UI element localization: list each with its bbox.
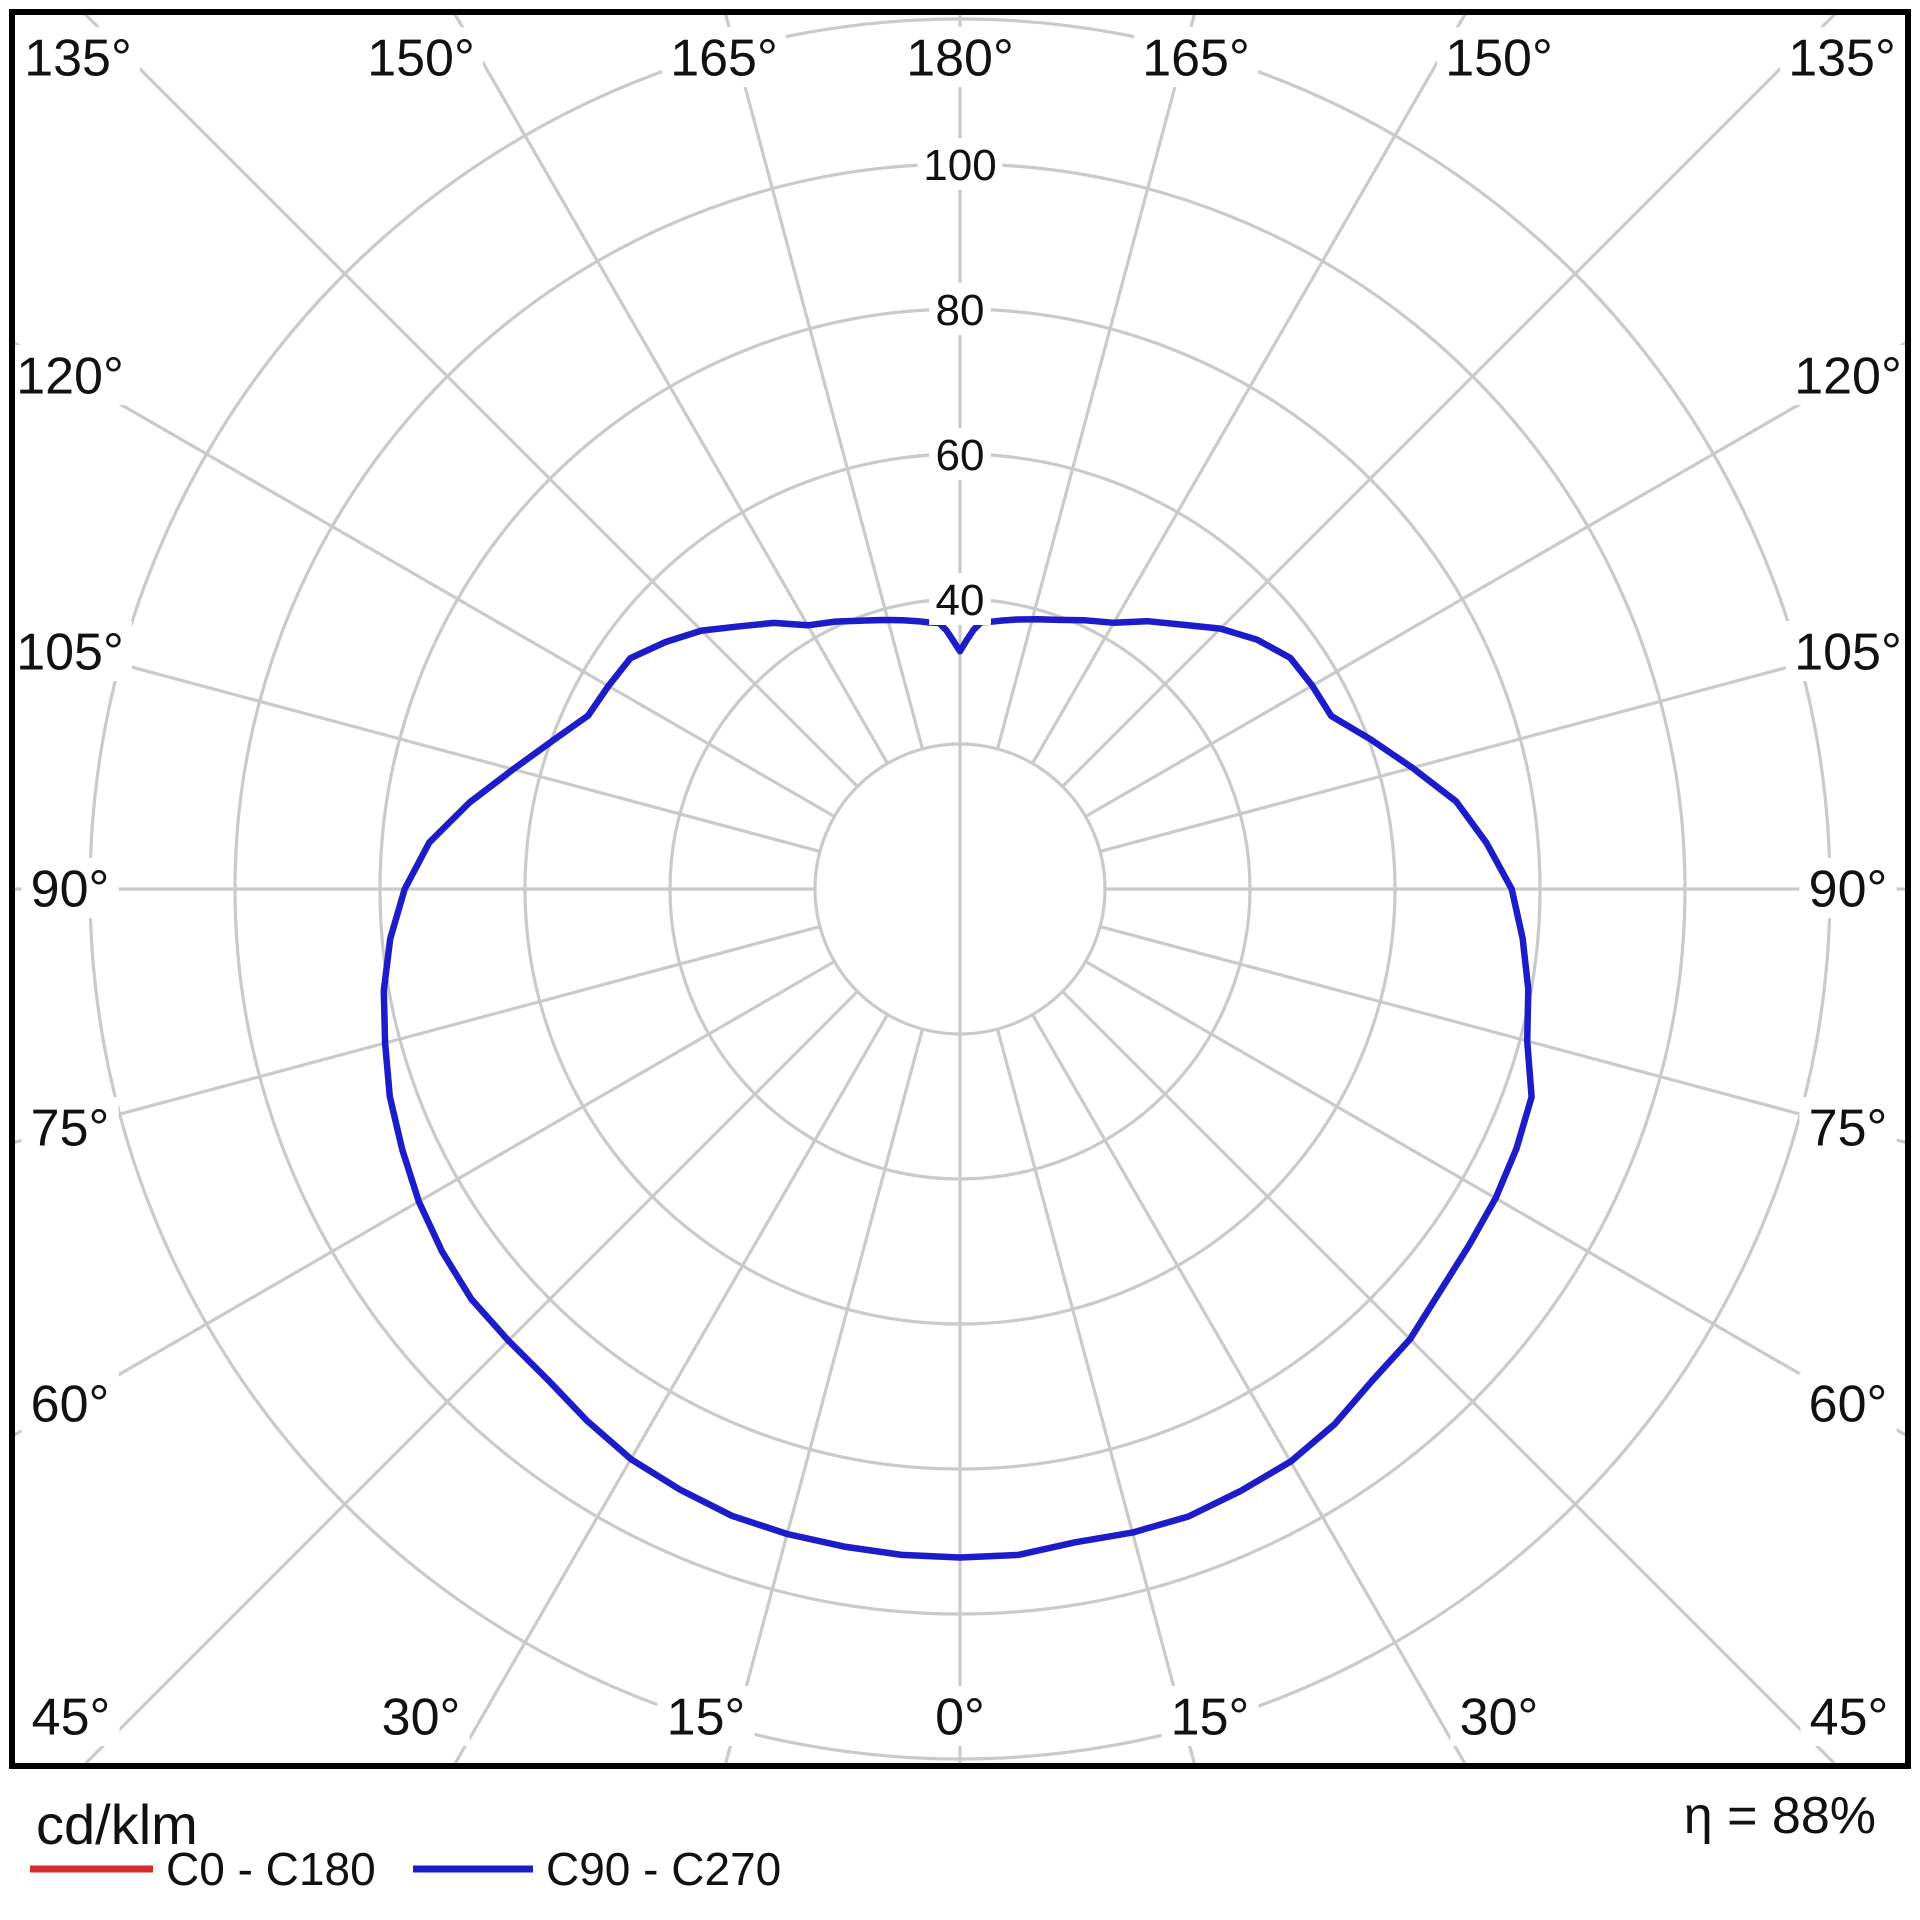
angle-label-top-2-bg (661, 27, 787, 87)
grid-radial-line (995, 12, 1197, 750)
angle-label-left-2: 90° (31, 861, 110, 919)
grid-radial-line (1084, 339, 1908, 818)
angle-label-top-3-bg (897, 27, 1023, 87)
angle-label-bottom-6: 45° (1810, 1689, 1889, 1747)
c90-c270-curve (380, 616, 1535, 1561)
angle-label-right-3: 75° (1809, 1100, 1888, 1158)
angle-label-bottom-0: 45° (32, 1689, 111, 1747)
angle-label-top-3: 180° (906, 30, 1014, 88)
unit-label: cd/klm (36, 1793, 198, 1856)
angle-label-left-3-bg (21, 1097, 119, 1157)
grid-radial-line (1031, 12, 1469, 765)
angle-label-bottom-3-bg (924, 1686, 996, 1746)
angle-label-right-1: 105° (1794, 624, 1902, 682)
plot-border (9, 9, 1911, 1769)
angle-label-bottom-4-bg (1161, 1686, 1259, 1746)
angle-label-right-2-bg (1799, 858, 1897, 918)
angle-label-left-4: 60° (31, 1376, 110, 1434)
legend-label-c90-c270: C90 - C270 (546, 1843, 781, 1895)
angle-label-top-0-bg (15, 27, 141, 87)
angle-label-bottom-6-bg (1800, 1686, 1898, 1746)
angle-label-top-5-bg (1436, 27, 1562, 87)
radial-tick-label-60-bg (929, 428, 991, 480)
angle-label-top-0: 135° (24, 30, 132, 88)
grid-radial-line (1031, 1013, 1469, 1766)
grid-radial-line (451, 1013, 889, 1766)
grid-radial-line (12, 339, 836, 818)
angle-label-top-6-bg (1779, 27, 1905, 87)
grid-radial-line (723, 1028, 925, 1766)
radial-tick-label-40: 40 (936, 576, 985, 625)
radial-tick-label-100-bg (917, 138, 1003, 190)
angle-label-bottom-3: 0° (935, 1689, 985, 1747)
efficiency-label: η = 88% (1684, 1787, 1876, 1845)
angle-label-top-5: 150° (1445, 30, 1553, 88)
grid-radial-line (12, 924, 821, 1145)
angle-label-left-2-bg (21, 858, 119, 918)
angle-label-left-1: 105° (16, 624, 124, 682)
angle-label-left-0: 120° (16, 348, 124, 406)
angle-label-right-1-bg (1785, 621, 1911, 681)
grid-radial-line (1099, 924, 1908, 1145)
angle-label-bottom-2: 15° (667, 1689, 746, 1747)
angle-label-bottom-4: 15° (1171, 1689, 1250, 1747)
grid-radial-line (723, 12, 925, 750)
radial-tick-label-40-bg (929, 573, 991, 625)
radial-tick-label-80-bg (929, 283, 991, 335)
angle-label-left-0-bg (7, 345, 133, 405)
angle-label-bottom-0-bg (22, 1686, 120, 1746)
grid-radial-line (1084, 960, 1908, 1439)
angle-label-top-1-bg (358, 27, 484, 87)
angle-label-bottom-5: 30° (1460, 1689, 1539, 1747)
angle-label-top-4-bg (1133, 27, 1259, 87)
angle-label-top-6: 135° (1788, 30, 1896, 88)
axis-labels: 40 60 80 100 135° 150° 165° 180° 165° 150° 135° 45°… (7, 27, 1911, 1747)
angle-label-left-4-bg (21, 1373, 119, 1433)
angle-label-right-2: 90° (1809, 861, 1888, 919)
radial-tick-label-80: 80 (936, 286, 985, 335)
grid-radial-line (995, 1028, 1197, 1766)
angle-label-right-3-bg (1799, 1097, 1897, 1157)
angle-label-bottom-1-bg (372, 1686, 470, 1746)
grid-radial-line (1099, 633, 1908, 854)
angle-label-right-4-bg (1799, 1373, 1897, 1433)
legend-label-c0-c180: C0 - C180 (166, 1843, 376, 1895)
radial-tick-label-60: 60 (936, 431, 985, 480)
angle-label-right-0: 120° (1794, 348, 1902, 406)
angle-label-left-3: 75° (31, 1100, 110, 1158)
angle-label-right-0-bg (1785, 345, 1911, 405)
angle-label-right-4: 60° (1809, 1376, 1888, 1434)
grid-radial-line (451, 12, 889, 765)
angle-label-bottom-5-bg (1450, 1686, 1548, 1746)
angle-label-top-4: 165° (1142, 30, 1250, 88)
grid-radial-line (12, 633, 821, 854)
grid-radial-line (12, 960, 836, 1439)
radial-tick-label-100: 100 (923, 141, 996, 190)
angle-label-top-2: 165° (670, 30, 778, 88)
angle-label-left-1-bg (7, 621, 133, 681)
angle-label-top-1: 150° (367, 30, 475, 88)
angle-label-bottom-2-bg (657, 1686, 755, 1746)
angle-label-bottom-1: 30° (382, 1689, 461, 1747)
